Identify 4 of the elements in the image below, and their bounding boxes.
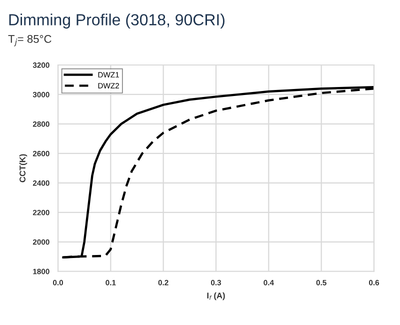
- x-axis-title: I$_{f}$ (A): [207, 292, 225, 300]
- y-axis-title: CCT(K): [19, 154, 28, 182]
- chart-subtitle: T$_{j}$= 85°C: [8, 35, 52, 46]
- chart-title: Dimming Profile (3018, 90CRI): [9, 14, 224, 29]
